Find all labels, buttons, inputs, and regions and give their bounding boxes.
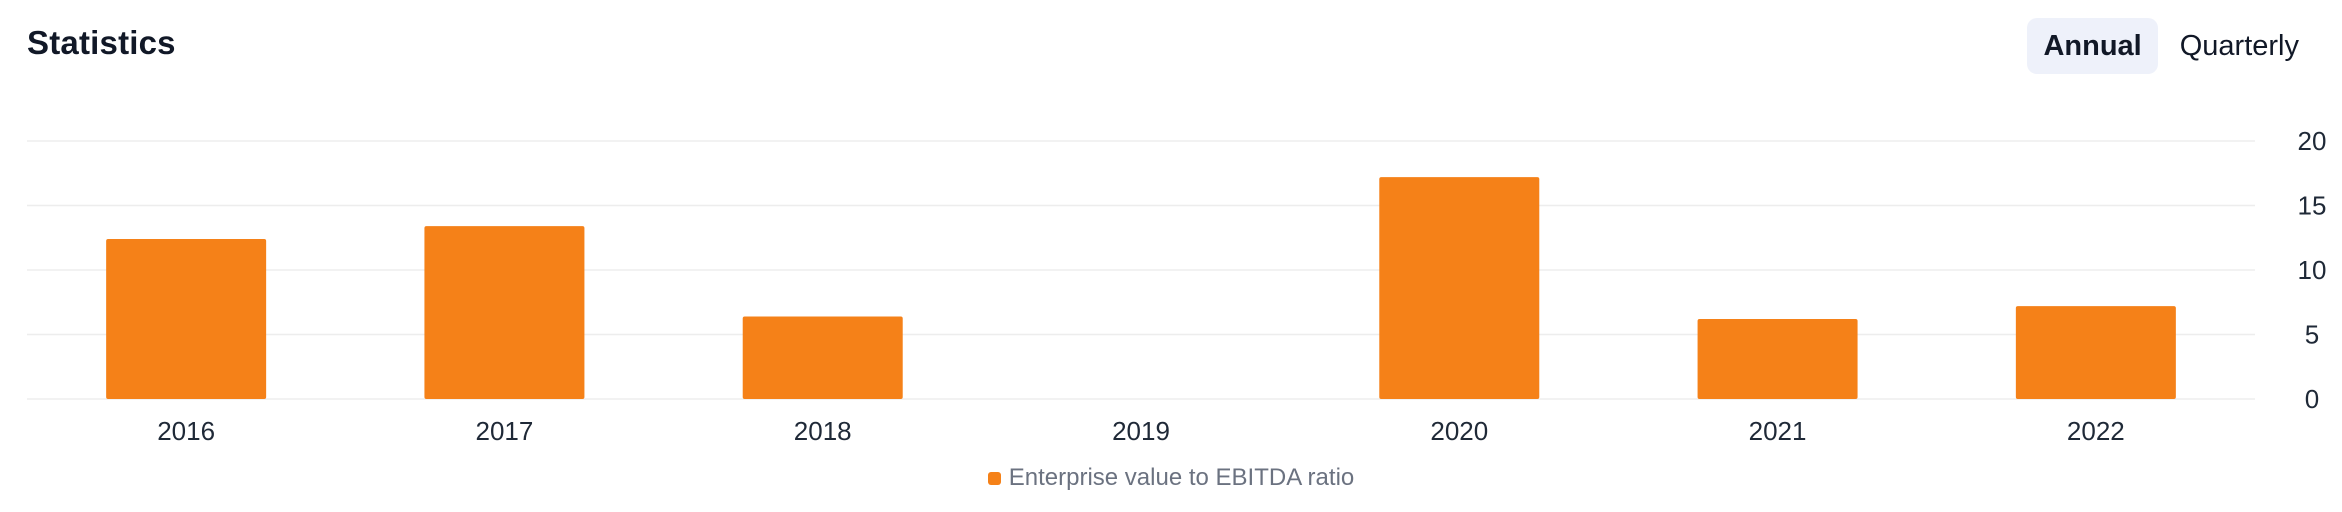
bar-2022[interactable] [2015, 306, 2176, 399]
y-tick-label: 10 [2298, 255, 2327, 285]
page-title: Statistics [27, 24, 176, 61]
bar-2018[interactable] [742, 316, 903, 399]
bar-2020[interactable] [1379, 177, 1540, 399]
tab-annual[interactable]: Annual [2027, 18, 2158, 74]
y-tick-label: 5 [2305, 320, 2319, 350]
chart-legend: Enterprise value to EBITDA ratio [0, 464, 2342, 492]
x-tick-label: 2019 [1112, 416, 1170, 446]
chart-header: Statistics Annual Quarterly [27, 0, 2315, 90]
bar-chart: 0 5 10 15 20 2016 2017 2018 2019 2020 2021 2022 [27, 126, 2327, 446]
bar-2017[interactable] [424, 226, 585, 399]
x-tick-label: 2018 [794, 416, 852, 446]
bar-2016[interactable] [106, 239, 267, 399]
x-tick-label: 2016 [157, 416, 215, 446]
period-toggle: Annual Quarterly [2027, 18, 2315, 74]
x-tick-label: 2021 [1749, 416, 1807, 446]
legend-label[interactable]: Enterprise value to EBITDA ratio [1008, 464, 1355, 491]
legend-swatch [987, 471, 1001, 485]
y-tick-label: 0 [2305, 384, 2319, 414]
tab-quarterly[interactable]: Quarterly [2179, 29, 2299, 62]
x-tick-label: 2022 [2067, 416, 2125, 446]
x-tick-label: 2017 [476, 416, 534, 446]
x-tick-label: 2020 [1430, 416, 1488, 446]
y-tick-label: 20 [2298, 126, 2327, 156]
y-tick-label: 15 [2298, 191, 2327, 221]
bar-2021[interactable] [1697, 319, 1858, 399]
